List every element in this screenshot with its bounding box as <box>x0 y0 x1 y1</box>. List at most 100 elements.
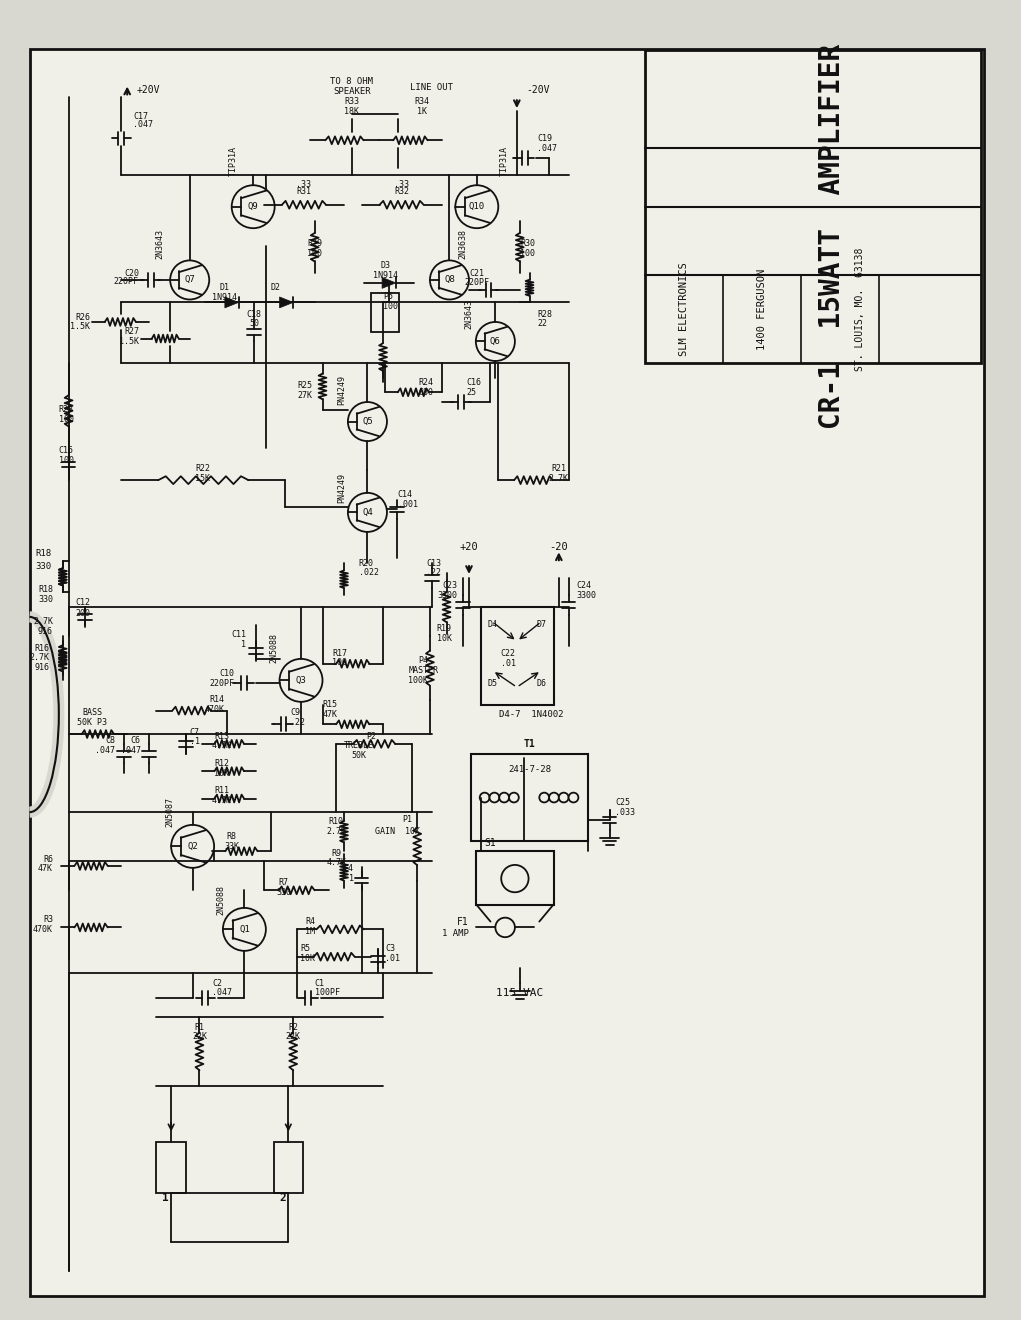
Text: 470K: 470K <box>33 925 53 933</box>
Text: C15: C15 <box>59 446 74 455</box>
Text: 330: 330 <box>276 888 291 896</box>
Text: 330: 330 <box>38 595 53 603</box>
Text: R30: R30 <box>520 239 535 248</box>
Text: R15: R15 <box>323 700 338 709</box>
Text: 115 VAC: 115 VAC <box>496 987 543 998</box>
Text: 18K: 18K <box>344 107 359 116</box>
Text: +20V: +20V <box>137 84 160 95</box>
Text: 10K: 10K <box>214 768 230 777</box>
Text: 27K: 27K <box>298 391 312 400</box>
Text: R18: R18 <box>35 549 51 558</box>
Text: PN4249: PN4249 <box>338 375 346 405</box>
Text: TREBLE: TREBLE <box>344 742 374 750</box>
Text: +20: +20 <box>459 541 479 552</box>
Text: D5: D5 <box>487 678 497 688</box>
Text: C4: C4 <box>344 865 353 874</box>
Text: .01: .01 <box>385 954 400 964</box>
Text: 100: 100 <box>520 249 535 259</box>
Text: .33: .33 <box>296 180 311 189</box>
Text: 916: 916 <box>38 627 53 636</box>
Text: C13: C13 <box>426 558 441 568</box>
Text: 1K: 1K <box>418 107 427 116</box>
Text: R19: R19 <box>437 624 451 634</box>
Text: C18: C18 <box>247 310 261 318</box>
Text: -20V: -20V <box>527 84 550 95</box>
Text: R13: R13 <box>214 731 230 741</box>
Text: C20: C20 <box>124 268 139 277</box>
Text: R27: R27 <box>124 327 139 337</box>
Text: F1: F1 <box>457 916 469 927</box>
Text: 241-7-28: 241-7-28 <box>508 764 551 774</box>
Text: C21: C21 <box>470 268 484 277</box>
Bar <box>471 754 588 841</box>
Text: 47K: 47K <box>323 710 338 719</box>
Text: D2: D2 <box>271 284 281 292</box>
Text: 100: 100 <box>307 249 323 259</box>
Text: S1: S1 <box>485 838 496 849</box>
Text: Q9: Q9 <box>248 202 258 211</box>
Text: 2: 2 <box>279 1193 286 1203</box>
Text: 22: 22 <box>537 319 547 329</box>
Text: C14: C14 <box>398 490 412 499</box>
Bar <box>476 851 554 906</box>
Text: R9: R9 <box>331 849 341 858</box>
Text: 100: 100 <box>383 302 398 310</box>
Text: R28: R28 <box>537 310 552 318</box>
Text: R18: R18 <box>38 585 53 594</box>
Text: C2: C2 <box>212 978 223 987</box>
Polygon shape <box>280 297 293 308</box>
Text: .047: .047 <box>96 746 115 755</box>
Text: 4.7K: 4.7K <box>212 796 232 805</box>
Text: ST. LOUIS, MO.  63138: ST. LOUIS, MO. 63138 <box>855 248 865 371</box>
Text: 220PF: 220PF <box>114 277 139 286</box>
Polygon shape <box>225 297 239 308</box>
Text: 3300: 3300 <box>577 591 596 599</box>
Text: .22: .22 <box>426 569 441 577</box>
Text: Q6: Q6 <box>490 337 500 346</box>
Circle shape <box>499 792 509 803</box>
Text: 220PF: 220PF <box>465 279 489 288</box>
Bar <box>645 50 981 363</box>
Text: 2N5088: 2N5088 <box>216 886 226 915</box>
Circle shape <box>171 260 209 300</box>
Text: 3300: 3300 <box>437 591 457 599</box>
Text: 33K: 33K <box>225 842 239 851</box>
Circle shape <box>172 825 214 867</box>
Text: R21: R21 <box>551 463 567 473</box>
Text: R22: R22 <box>195 463 210 473</box>
Text: R3: R3 <box>43 915 53 924</box>
Text: SPEAKER: SPEAKER <box>333 87 371 96</box>
Text: 2N3643: 2N3643 <box>465 300 474 329</box>
Text: R5: R5 <box>300 944 310 953</box>
Text: 2.7K: 2.7K <box>549 474 569 483</box>
Text: R26: R26 <box>76 313 90 322</box>
Text: C8: C8 <box>105 737 115 746</box>
Text: 2N3643: 2N3643 <box>156 228 165 259</box>
Text: 100K: 100K <box>408 676 429 685</box>
Text: PN4249: PN4249 <box>338 473 346 503</box>
Text: .022: .022 <box>358 569 379 577</box>
Text: 1.5K: 1.5K <box>70 322 90 331</box>
Text: .22: .22 <box>290 718 305 727</box>
Text: 50K: 50K <box>351 751 367 760</box>
Text: R32: R32 <box>394 187 409 195</box>
Text: BASS: BASS <box>82 708 102 717</box>
Text: R8: R8 <box>227 832 237 841</box>
Circle shape <box>509 792 519 803</box>
Text: 1 AMP: 1 AMP <box>442 929 469 937</box>
Text: GAIN  10K: GAIN 10K <box>375 828 421 836</box>
Text: 22K: 22K <box>192 1032 207 1041</box>
Text: C10: C10 <box>220 669 235 678</box>
Text: C9: C9 <box>290 708 300 717</box>
Text: R2: R2 <box>288 1023 298 1031</box>
Circle shape <box>223 908 265 950</box>
Text: 1.5K: 1.5K <box>118 337 139 346</box>
Text: P4: P4 <box>419 656 428 665</box>
Text: C19: C19 <box>537 133 552 143</box>
Circle shape <box>476 322 515 360</box>
Text: C22: C22 <box>500 649 516 659</box>
Text: C7: C7 <box>190 727 200 737</box>
Text: R16: R16 <box>34 644 49 652</box>
Text: C17: C17 <box>133 112 148 121</box>
Text: .1: .1 <box>190 738 200 746</box>
